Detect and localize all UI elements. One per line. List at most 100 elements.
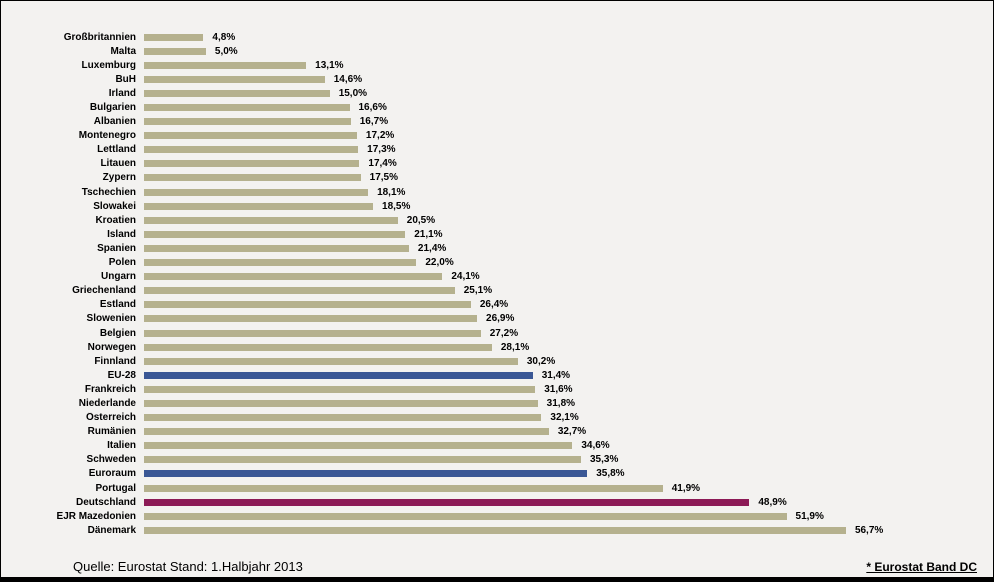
chart-row: Schweden 35,3%	[9, 453, 985, 467]
chart-row: Belgien 27,2%	[9, 326, 985, 340]
category-label: Montenegro	[78, 130, 136, 142]
chart-footer: Quelle: Eurostat Stand: 1.Halbjahr 2013 …	[1, 559, 993, 574]
bar	[144, 385, 536, 393]
value-label: 16,7%	[359, 116, 389, 128]
chart-row: Portugal 41,9%	[9, 481, 985, 495]
category-label: Malta	[110, 45, 136, 57]
bar-area: 16,7%	[144, 115, 985, 129]
bar-area: 31,8%	[144, 396, 985, 410]
bar	[144, 174, 361, 182]
bar	[144, 399, 538, 407]
chart-row: Lettland 17,3%	[9, 143, 985, 157]
category-label: Belgien	[99, 327, 136, 339]
bar	[144, 442, 573, 450]
value-label: 21,1%	[414, 228, 443, 240]
source-note: Quelle: Eurostat Stand: 1.Halbjahr 2013	[73, 559, 303, 574]
bar-area: 20,5%	[144, 213, 985, 227]
chart-row: Estland 26,4%	[9, 298, 985, 312]
chart-row: Zypern 17,5%	[9, 171, 985, 185]
bar-area: 31,6%	[144, 382, 985, 396]
bar-area: 4,8%	[144, 30, 985, 44]
bar-area: 22,0%	[144, 256, 985, 270]
bar	[144, 188, 369, 196]
eurostat-band-note[interactable]: * Eurostat Band DC	[866, 560, 977, 574]
bar	[144, 273, 443, 281]
bar	[144, 301, 471, 309]
chart-row: EJR Mazedonien 51,9%	[9, 509, 985, 523]
chart-row: Spanien 21,4%	[9, 241, 985, 255]
category-label: Dänemark	[87, 524, 136, 536]
chart-row: Rumänien 32,7%	[9, 425, 985, 439]
bar-area: 35,8%	[144, 467, 985, 481]
bar	[144, 160, 360, 168]
chart-row: Irland 15,0%	[9, 86, 985, 100]
bar	[144, 244, 409, 252]
category-label: Zypern	[102, 172, 136, 184]
bar	[144, 371, 533, 379]
category-label: Italien	[107, 440, 136, 452]
value-label: 51,9%	[795, 510, 824, 522]
bar-area: 14,6%	[144, 72, 985, 86]
bar-area: 32,1%	[144, 411, 985, 425]
category-label: Ungarn	[101, 271, 136, 283]
category-label: Schweden	[86, 454, 136, 466]
chart-row: Italien 34,6%	[9, 439, 985, 453]
category-label: Irland	[108, 87, 136, 99]
bar-area: 17,3%	[144, 143, 985, 157]
bar-area: 34,6%	[144, 439, 985, 453]
chart-row: Polen 22,0%	[9, 256, 985, 270]
bar	[144, 414, 542, 422]
chart-row: Niederlande 31,8%	[9, 396, 985, 410]
chart-row: Euroraum 35,8%	[9, 467, 985, 481]
bar	[144, 428, 549, 436]
bar	[144, 146, 359, 154]
value-label: 26,4%	[479, 299, 509, 311]
bar-area: 18,1%	[144, 185, 985, 199]
bar-area: 41,9%	[144, 481, 985, 495]
value-label: 31,4%	[541, 369, 571, 381]
value-label: 48,9%	[758, 496, 787, 508]
value-label: 32,1%	[550, 412, 579, 424]
bar	[144, 512, 787, 520]
bar	[144, 230, 406, 238]
category-label: Slowenien	[86, 313, 136, 325]
chart-row: Tschechien 18,1%	[9, 185, 985, 199]
value-label: 22,0%	[425, 257, 454, 269]
chart-row: Slowakei 18,5%	[9, 199, 985, 213]
bar-area: 26,9%	[144, 312, 985, 326]
bar-area: 17,4%	[144, 157, 985, 171]
category-label: EJR Mazedonien	[56, 510, 136, 522]
value-label: 18,1%	[377, 186, 406, 198]
bar	[144, 484, 663, 492]
value-label: 16,6%	[358, 102, 387, 114]
chart-rows: Großbritannien 4,8% Malta 5,0% Luxemburg 13,1…	[9, 30, 985, 537]
chart-row: Großbritannien 4,8%	[9, 30, 985, 44]
bar-area: 21,4%	[144, 241, 985, 255]
value-label: 28,1%	[500, 341, 530, 353]
chart-row: Frankreich 31,6%	[9, 382, 985, 396]
category-label: Niederlande	[78, 397, 136, 409]
chart-row: Bulgarien 16,6%	[9, 100, 985, 114]
bar	[144, 470, 588, 478]
value-label: 41,9%	[671, 482, 701, 494]
bottom-border-rule	[1, 577, 993, 581]
value-label: 21,4%	[417, 242, 447, 254]
category-label: Griechenland	[72, 285, 136, 297]
bar	[144, 33, 204, 41]
bar	[144, 132, 357, 140]
bar-area: 51,9%	[144, 509, 985, 523]
category-label: Österreich	[85, 412, 136, 424]
bar-area: 17,2%	[144, 129, 985, 143]
category-label: Tschechien	[81, 186, 136, 198]
bar-chart: Großbritannien 4,8% Malta 5,0% Luxemburg 13,1…	[9, 30, 985, 537]
category-label: Lettland	[97, 144, 136, 156]
category-label: Frankreich	[84, 383, 136, 395]
value-label: 18,5%	[382, 200, 411, 212]
bar	[144, 104, 350, 112]
bar	[144, 75, 325, 83]
bar-area: 25,1%	[144, 284, 985, 298]
bar-area: 48,9%	[144, 495, 985, 509]
bar	[144, 216, 398, 224]
bar	[144, 357, 518, 365]
value-label: 25,1%	[463, 285, 493, 297]
